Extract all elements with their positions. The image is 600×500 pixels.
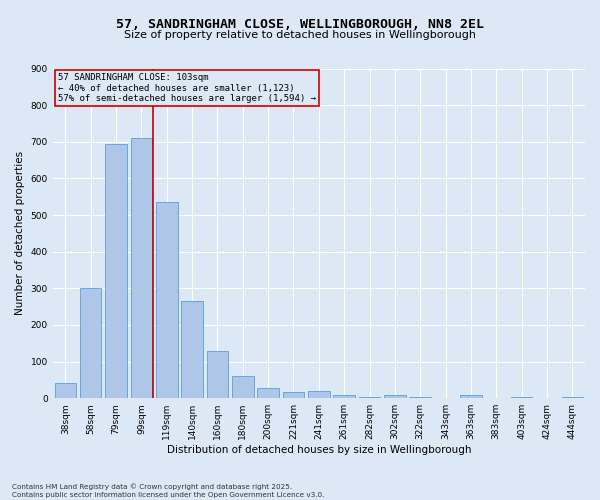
Text: Contains HM Land Registry data © Crown copyright and database right 2025.
Contai: Contains HM Land Registry data © Crown c… (12, 484, 325, 498)
Bar (511, 397, 532, 398)
Bar (359, 397, 380, 398)
Bar (232, 376, 254, 398)
Bar (105, 144, 127, 398)
Bar (131, 138, 152, 398)
Y-axis label: Number of detached properties: Number of detached properties (15, 152, 25, 316)
Text: Size of property relative to detached houses in Wellingborough: Size of property relative to detached ho… (124, 30, 476, 40)
Bar (562, 397, 583, 398)
Bar (384, 394, 406, 398)
Bar (181, 301, 203, 398)
Bar (80, 288, 101, 398)
Bar (334, 396, 355, 398)
Bar (409, 397, 431, 398)
X-axis label: Distribution of detached houses by size in Wellingborough: Distribution of detached houses by size … (167, 445, 471, 455)
Bar (283, 392, 304, 398)
Bar (308, 391, 329, 398)
Bar (206, 352, 228, 398)
Text: 57, SANDRINGHAM CLOSE, WELLINGBOROUGH, NN8 2EL: 57, SANDRINGHAM CLOSE, WELLINGBOROUGH, N… (116, 18, 484, 30)
Bar (257, 388, 279, 398)
Bar (460, 396, 482, 398)
Text: 57 SANDRINGHAM CLOSE: 103sqm
← 40% of detached houses are smaller (1,123)
57% of: 57 SANDRINGHAM CLOSE: 103sqm ← 40% of de… (58, 74, 316, 103)
Bar (156, 202, 178, 398)
Bar (55, 383, 76, 398)
